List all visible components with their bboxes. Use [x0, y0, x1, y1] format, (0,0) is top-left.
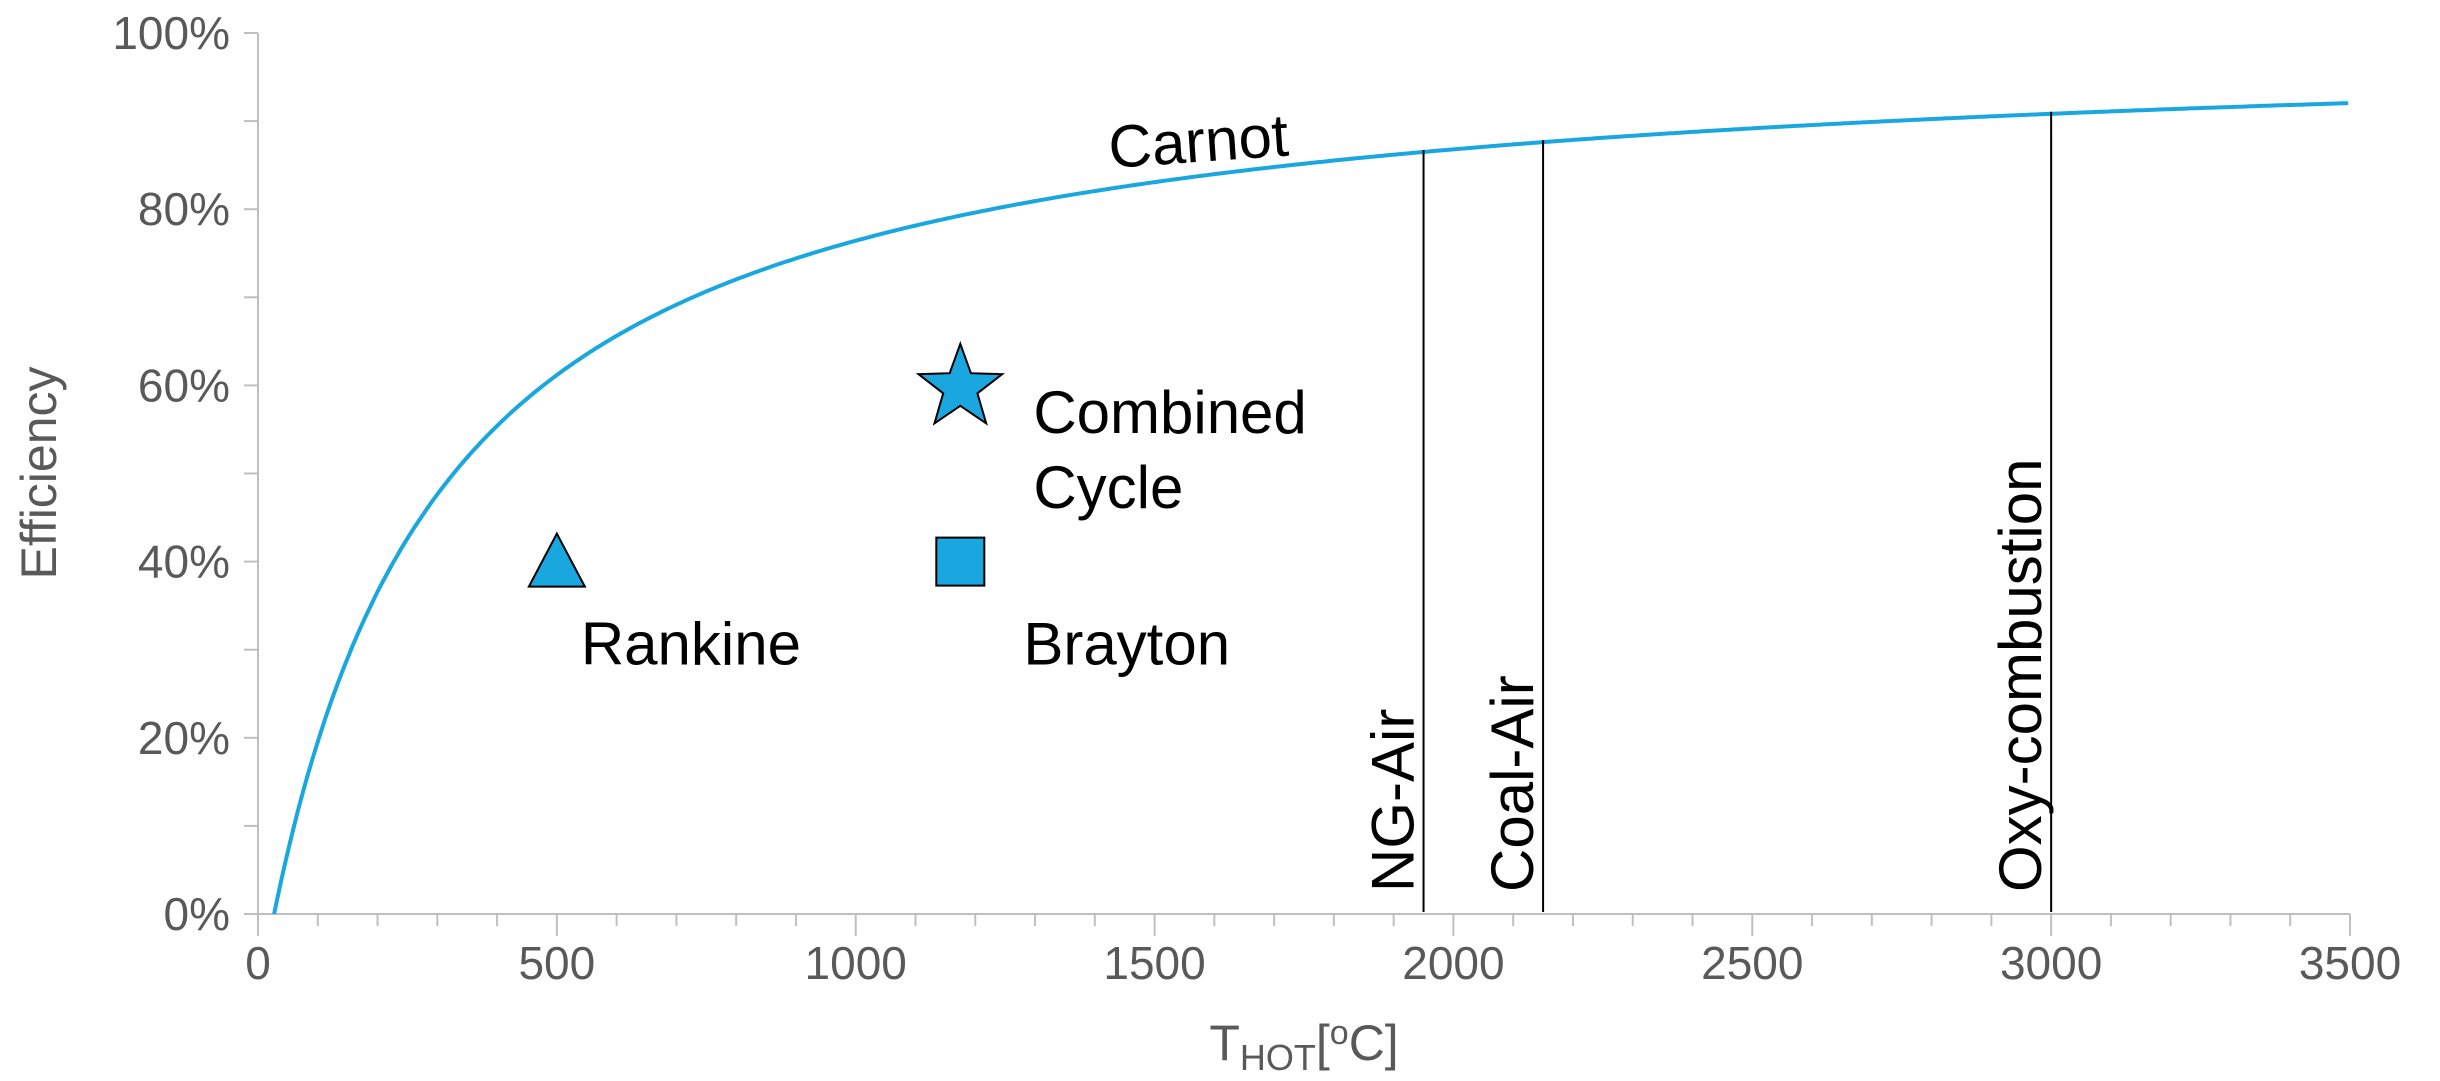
x-tick-label: 2500 [1701, 937, 1803, 989]
combined-cycle-marker [915, 340, 1006, 426]
x-tick-label: 2000 [1402, 937, 1504, 989]
x-tick-label: 500 [518, 937, 595, 989]
vertical-lines: NG-Air Coal-Air Oxy-combustion [1360, 111, 2054, 912]
vline-label: Oxy-combustion [1987, 459, 2054, 892]
combined-cycle-label-line1: Combined [1033, 379, 1307, 446]
y-ticks: 0% 20% 40% 60% 80% 100% [112, 7, 258, 940]
x-axis-title-main: T [1209, 1015, 1240, 1071]
y-tick-label: 60% [138, 359, 230, 411]
x-axis-title: THOT[oC] [1209, 1014, 1398, 1078]
x-axis-title-end: C] [1349, 1015, 1399, 1071]
rankine-marker [527, 531, 587, 588]
y-tick-label: 100% [112, 7, 230, 59]
rankine-label: Rankine [581, 611, 801, 678]
brayton-marker [935, 536, 986, 587]
y-axis-title: Efficiency [11, 366, 67, 579]
x-tick-label: 3500 [2299, 937, 2401, 989]
x-tick-label: 3000 [2000, 937, 2102, 989]
x-ticks: 0 500 1000 1500 2000 2500 3000 3500 [245, 914, 2401, 989]
axes: 0% 20% 40% 60% 80% 100% 0 500 1000 1500 2000 2500 3… [112, 7, 2401, 989]
x-tick-label: 0 [245, 937, 271, 989]
x-axis-title-sup: o [1330, 1014, 1349, 1052]
y-tick-label: 20% [138, 712, 230, 764]
x-axis-title-tail: [ [1316, 1015, 1330, 1071]
vline-label: NG-Air [1360, 709, 1427, 892]
x-tick-label: 1000 [805, 937, 907, 989]
brayton-label: Brayton [1023, 611, 1230, 678]
x-tick-label: 1500 [1103, 937, 1205, 989]
combined-cycle-label-line2: Cycle [1033, 454, 1183, 521]
carnot-curve [272, 101, 2349, 915]
data-points: Rankine Brayton Combined Cycle [527, 340, 1307, 678]
y-tick-label: 40% [138, 536, 230, 588]
carnot-label: Carnot [1106, 102, 1291, 181]
y-tick-label: 0% [164, 888, 230, 940]
vline-label: Coal-Air [1479, 675, 1546, 892]
y-tick-label: 80% [138, 183, 230, 235]
x-axis-title-sub: HOT [1240, 1037, 1316, 1078]
